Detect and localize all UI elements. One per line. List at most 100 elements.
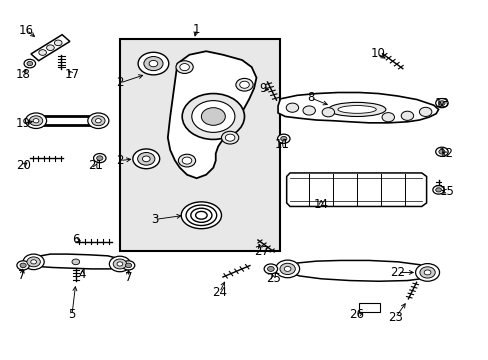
Circle shape (25, 113, 46, 129)
Circle shape (264, 264, 277, 274)
Circle shape (322, 108, 334, 117)
Polygon shape (278, 93, 438, 123)
Text: 2: 2 (116, 154, 123, 167)
Circle shape (27, 257, 41, 267)
Text: 6: 6 (72, 234, 80, 247)
Text: 21: 21 (88, 159, 103, 172)
Circle shape (138, 52, 168, 75)
Text: 20: 20 (16, 159, 30, 172)
Text: 16: 16 (19, 23, 34, 37)
FancyBboxPatch shape (120, 39, 280, 251)
Circle shape (113, 259, 126, 269)
Circle shape (381, 113, 394, 122)
Text: 9: 9 (259, 82, 266, 95)
Circle shape (54, 40, 62, 46)
Polygon shape (167, 51, 256, 178)
Text: 10: 10 (369, 47, 385, 60)
Circle shape (280, 263, 295, 275)
Text: 18: 18 (16, 68, 30, 81)
Text: 27: 27 (253, 245, 268, 258)
Text: 2: 2 (116, 76, 123, 90)
Circle shape (225, 134, 234, 141)
Text: 15: 15 (438, 185, 453, 198)
Circle shape (435, 147, 447, 156)
Circle shape (97, 156, 102, 161)
Text: 1: 1 (192, 23, 200, 36)
Circle shape (277, 134, 289, 143)
Text: 11: 11 (274, 138, 289, 150)
Circle shape (29, 116, 42, 126)
Polygon shape (282, 260, 433, 281)
Circle shape (24, 59, 36, 68)
Circle shape (419, 267, 434, 278)
Text: 22: 22 (389, 266, 405, 279)
Circle shape (280, 136, 286, 141)
Text: 7: 7 (19, 270, 26, 283)
Circle shape (419, 107, 431, 117)
Circle shape (95, 118, 101, 123)
Circle shape (149, 60, 158, 67)
Circle shape (284, 266, 290, 271)
Text: 17: 17 (64, 68, 80, 81)
Text: 8: 8 (306, 91, 314, 104)
Circle shape (435, 99, 447, 108)
Circle shape (180, 64, 189, 71)
Circle shape (239, 81, 249, 88)
Circle shape (72, 259, 80, 265)
Circle shape (400, 111, 413, 120)
Circle shape (27, 62, 33, 66)
Circle shape (109, 256, 130, 272)
Ellipse shape (337, 105, 376, 113)
Circle shape (435, 188, 441, 192)
Text: 23: 23 (387, 311, 402, 324)
Circle shape (117, 262, 122, 266)
Text: 24: 24 (212, 286, 226, 299)
Text: 19: 19 (16, 117, 31, 130)
Ellipse shape (328, 102, 385, 117)
Circle shape (143, 57, 163, 71)
Circle shape (191, 100, 234, 132)
Circle shape (176, 61, 193, 73)
Circle shape (133, 149, 160, 169)
Circle shape (438, 149, 444, 154)
Text: 5: 5 (68, 308, 76, 321)
Circle shape (275, 260, 299, 278)
Circle shape (201, 108, 225, 125)
Circle shape (17, 261, 29, 270)
Circle shape (142, 156, 150, 162)
Ellipse shape (181, 202, 221, 229)
Polygon shape (31, 35, 70, 61)
Text: 13: 13 (434, 96, 448, 109)
Circle shape (88, 113, 109, 129)
Circle shape (415, 264, 439, 281)
Circle shape (235, 78, 253, 91)
Circle shape (432, 186, 444, 194)
Circle shape (303, 106, 315, 115)
Text: 4: 4 (79, 268, 86, 281)
Circle shape (91, 116, 105, 126)
Circle shape (178, 154, 195, 167)
Text: 14: 14 (313, 198, 328, 211)
Circle shape (182, 94, 244, 139)
Circle shape (267, 266, 274, 271)
Circle shape (33, 118, 39, 123)
Circle shape (182, 157, 191, 164)
Circle shape (46, 45, 54, 50)
Circle shape (93, 153, 106, 163)
Circle shape (23, 254, 44, 270)
Text: 12: 12 (437, 147, 452, 160)
Circle shape (137, 153, 155, 165)
Text: 26: 26 (349, 308, 364, 321)
Text: 25: 25 (265, 271, 280, 284)
Circle shape (20, 263, 26, 268)
Text: 7: 7 (124, 270, 132, 284)
Circle shape (285, 103, 298, 112)
Circle shape (438, 101, 444, 105)
Circle shape (424, 270, 430, 275)
Circle shape (31, 260, 37, 264)
Circle shape (122, 261, 135, 270)
Circle shape (125, 263, 131, 268)
Polygon shape (286, 173, 426, 207)
Polygon shape (31, 254, 122, 269)
Circle shape (221, 131, 238, 144)
